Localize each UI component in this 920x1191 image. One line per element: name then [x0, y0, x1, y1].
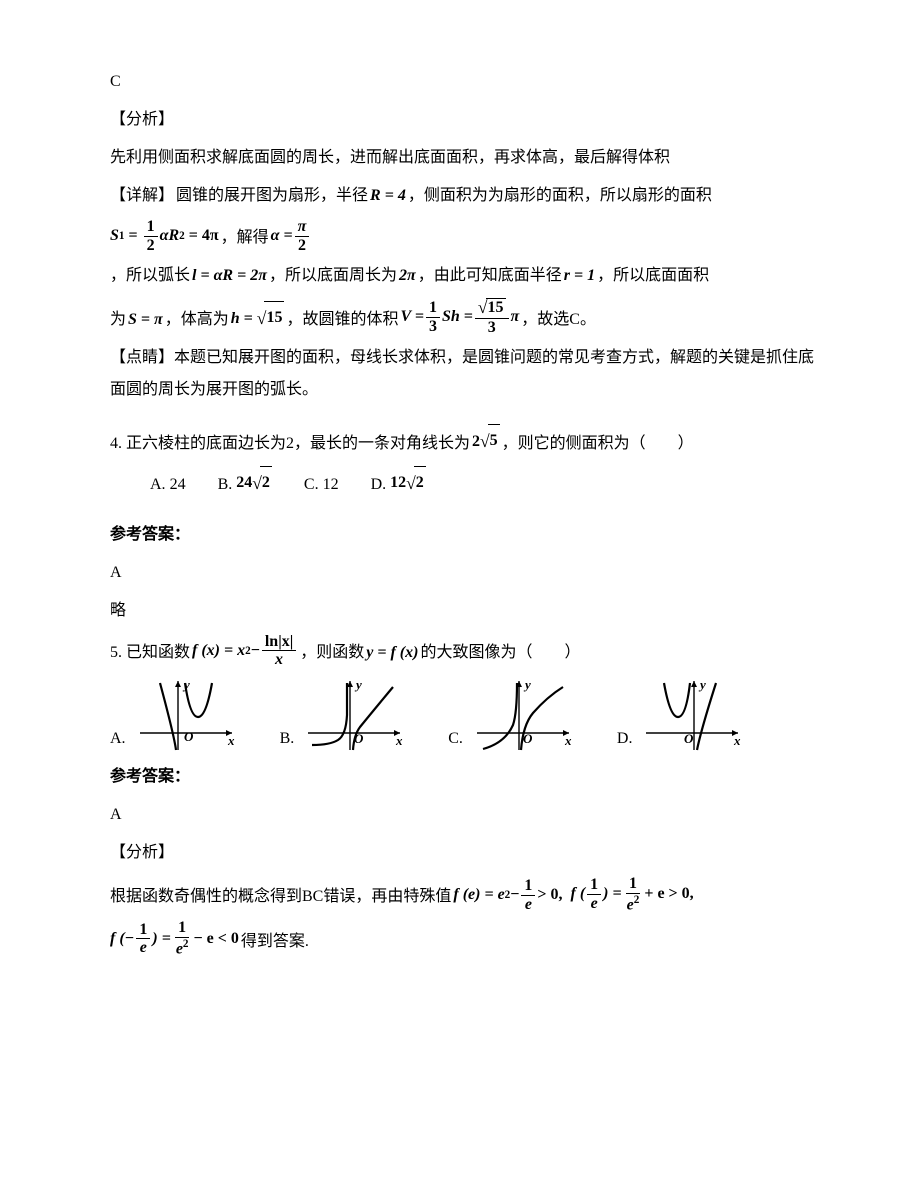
detail-label: 【详解】 [110, 180, 174, 212]
dianjing-label: 【点睛】 [110, 349, 174, 366]
math-l: l = αR = 2π [192, 260, 267, 292]
text: ，则它的侧面积为（ ） [502, 428, 694, 460]
text: ，侧面积为为扇形的面积，所以扇形的面积 [408, 180, 712, 212]
q3-detail-p4: 为 S = π ，体高为 h = 15 ，故圆锥的体积 V = 13 Sh = … [110, 298, 830, 336]
analysis-label: 【分析】 [110, 111, 174, 128]
text: 得到答案. [241, 926, 309, 958]
math-fe: f (e) = e2 − 1e > 0, [453, 877, 562, 913]
q5-stem: 5. 已知函数 f (x) = x2 − ln|x|x ，则函数 y = f (… [110, 633, 830, 669]
option-D[interactable]: D. 122 [371, 466, 426, 501]
text: ，所以底面面积 [597, 260, 709, 292]
graph-option-A[interactable]: A. O x y [110, 675, 240, 755]
text: 的大致图像为（ ） [420, 637, 580, 669]
graph-D-svg: O x y [636, 675, 746, 755]
text: 5. 已知函数 [110, 637, 190, 669]
q5-analysis-p1: 根据函数奇偶性的概念得到BC错误，再由特殊值 f (e) = e2 − 1e >… [110, 875, 830, 914]
math-alpha: α = π2 [271, 218, 312, 254]
text: ，所以弧长 [110, 260, 190, 292]
math-S: S = π [128, 304, 163, 336]
math-fneg: f (− 1e ) = 1e2 − e < 0 [110, 919, 239, 958]
text: 根据函数奇偶性的概念得到BC错误，再由特殊值 [110, 881, 451, 913]
svg-text:x: x [395, 733, 403, 748]
dianjing-text: 本题已知展开图的面积，母线长求体积，是圆锥问题的常见考查方式，解题的关键是抓住底… [110, 349, 814, 398]
graph-option-C[interactable]: C. O x y [448, 675, 577, 755]
q3-analysis-text: 先利用侧面积求解底面圆的周长，进而解出底面面积，再求体高，最后解得体积 [110, 142, 830, 174]
text: ，故选C。 [521, 304, 596, 336]
math-R-eq-4: R = 4 [370, 180, 406, 212]
q5-analysis-label: 【分析】 [110, 837, 830, 869]
text: 为 [110, 304, 126, 336]
q5-ref-label: 参考答案： [110, 761, 830, 793]
svg-text:y: y [698, 677, 706, 692]
math-S1: S1 = 12 αR2 = 4π [110, 218, 219, 254]
math-f1e: f ( 1e ) = 1e2 + e > 0, [571, 875, 694, 914]
q5-graphs: A. O x y B. O x y C. [110, 675, 830, 755]
graph-A-svg: O x y [130, 675, 240, 755]
text: ，由此可知底面半径 [418, 260, 562, 292]
q4-stem: 4. 正六棱柱的底面边长为2，最长的一条对角线长为 25 ，则它的侧面积为（ ） [110, 424, 830, 459]
q4-lue: 略 [110, 595, 830, 627]
option-B[interactable]: B. 242 [218, 466, 272, 501]
text: ，所以底面周长为 [269, 260, 397, 292]
math-h: h = 15 [231, 301, 285, 336]
svg-text:O: O [184, 729, 194, 744]
q3-detail-p3: ，所以弧长 l = αR = 2π ，所以底面周长为 2π ，由此可知底面半径 … [110, 260, 830, 292]
q4-answer: A [110, 557, 830, 589]
svg-text:x: x [227, 733, 235, 748]
math-r: r = 1 [564, 260, 595, 292]
svg-text:y: y [523, 677, 531, 692]
option-A[interactable]: A.24 [150, 469, 186, 501]
text: ，则函数 [300, 637, 364, 669]
graph-option-D[interactable]: D. O x y [617, 675, 747, 755]
math-fx: f (x) = x2 − ln|x|x [192, 633, 298, 669]
option-C[interactable]: C.12 [304, 469, 339, 501]
q3-detail-p1: 【详解】 圆锥的展开图为扇形，半径 R = 4 ，侧面积为为扇形的面积，所以扇形… [110, 180, 830, 212]
graph-B-svg: O x y [298, 675, 408, 755]
math-yfx: y = f (x) [366, 637, 418, 669]
text: ，故圆锥的体积 [286, 304, 398, 336]
text: 4. 正六棱柱的底面边长为2，最长的一条对角线长为 [110, 428, 470, 460]
svg-text:x: x [733, 733, 741, 748]
svg-text:y: y [354, 677, 362, 692]
math-diag: 25 [472, 424, 500, 459]
q3-dianjing: 【点睛】本题已知展开图的面积，母线长求体积，是圆锥问题的常见考查方式，解题的关键… [110, 342, 830, 406]
q3-analysis: 【分析】 [110, 104, 830, 136]
text: ，解得 [221, 222, 269, 254]
text: 圆锥的展开图为扇形，半径 [176, 180, 368, 212]
q5-analysis-p2: f (− 1e ) = 1e2 − e < 0 得到答案. [110, 919, 830, 958]
text: ，体高为 [165, 304, 229, 336]
q4-options: A.24 B. 242 C.12 D. 122 [110, 466, 830, 501]
q5-answer: A [110, 799, 830, 831]
q3-detail-p2: S1 = 12 αR2 = 4π ，解得 α = π2 [110, 218, 830, 254]
math-2pi: 2π [399, 260, 416, 292]
q3-answer: C [110, 66, 830, 98]
svg-text:O: O [684, 731, 694, 746]
graph-C-svg: O x y [467, 675, 577, 755]
graph-option-B[interactable]: B. O x y [280, 675, 409, 755]
svg-text:x: x [564, 733, 572, 748]
q4-ref-label: 参考答案： [110, 519, 830, 551]
math-V: V = 13 Sh = 15 3 π [400, 298, 519, 336]
